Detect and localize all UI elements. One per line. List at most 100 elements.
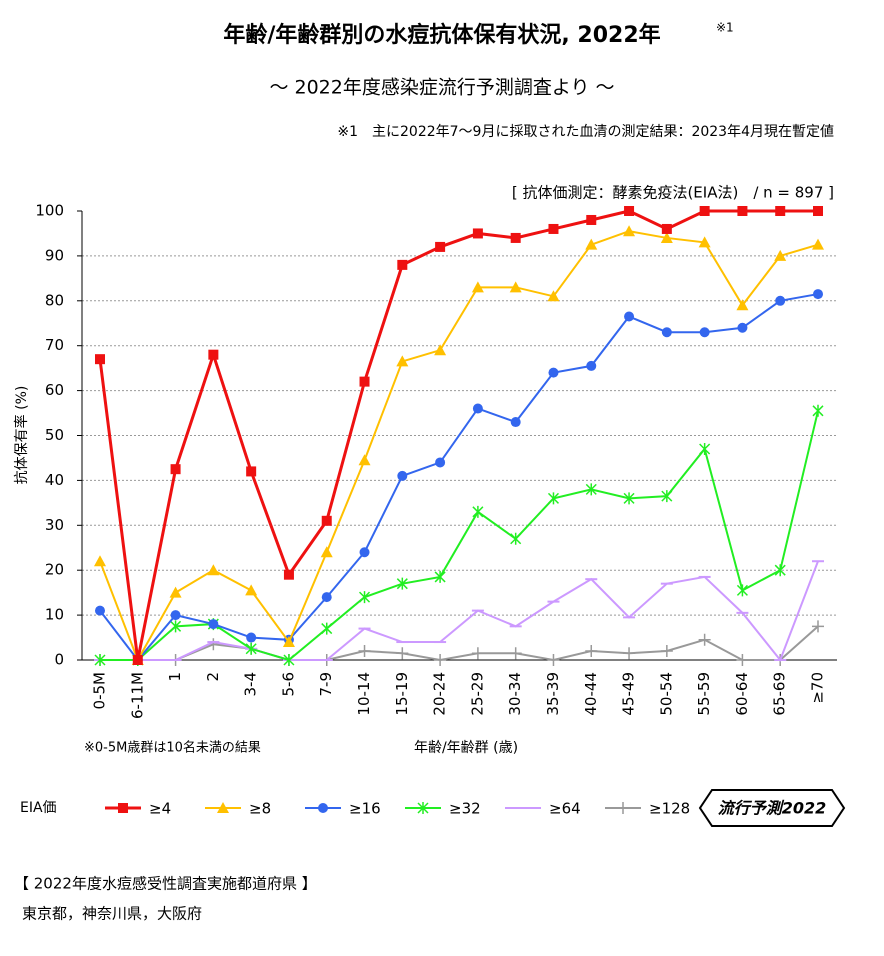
- data-point: [775, 206, 786, 216]
- data-point: [510, 532, 522, 545]
- data-point: [510, 417, 521, 428]
- data-point: [397, 259, 408, 270]
- data-point: [320, 546, 333, 558]
- data-point: [623, 492, 635, 505]
- chart-title: 年齢/年齢群別の水痘抗体保有状況, 2022年: [223, 22, 660, 48]
- data-point: [812, 620, 824, 633]
- data-point: [736, 654, 749, 666]
- footnote: ※0-5M歳群は10名未満の結果: [84, 740, 261, 756]
- data-point: [585, 238, 598, 250]
- legend-marker: [417, 802, 429, 814]
- data-point: [813, 206, 823, 216]
- y-tick-label: 50: [45, 426, 64, 444]
- data-point: [472, 228, 483, 239]
- x-tick-label: 25-29: [468, 672, 486, 716]
- data-point: [471, 647, 484, 660]
- series-line: [100, 560, 819, 662]
- x-tick-label: 35-39: [544, 672, 562, 716]
- data-point: [207, 564, 220, 576]
- x-tick-label: 55-59: [695, 672, 713, 716]
- data-point: [510, 232, 521, 243]
- data-point: [471, 281, 484, 293]
- data-point: [359, 547, 370, 558]
- x-tick-label: 15-19: [393, 672, 411, 716]
- y-tick-label: 0: [54, 651, 64, 669]
- data-point: [358, 591, 371, 604]
- legend-title: EIA価: [20, 800, 57, 816]
- data-point: [509, 647, 522, 660]
- data-point: [624, 311, 635, 322]
- legend-marker: [118, 803, 128, 813]
- x-tick-label: 20-24: [431, 672, 449, 716]
- data-point: [661, 223, 672, 234]
- data-point: [170, 610, 181, 621]
- data-point: [548, 367, 559, 378]
- data-point: [321, 515, 332, 526]
- data-point: [774, 249, 787, 261]
- x-tick-label: 7-9: [317, 672, 335, 697]
- data-point: [774, 564, 786, 577]
- data-point: [208, 349, 219, 360]
- data-point: [775, 295, 786, 306]
- data-point: [359, 376, 370, 387]
- data-point: [623, 225, 636, 237]
- x-tick-label: 45-49: [620, 672, 638, 716]
- data-point: [547, 492, 560, 505]
- x-tick-label: 5-6: [279, 672, 297, 697]
- y-tick-label: 10: [45, 606, 64, 624]
- x-tick-label: 40-44: [582, 672, 600, 716]
- data-point: [699, 206, 710, 216]
- y-tick-label: 30: [45, 516, 64, 534]
- data-point: [509, 281, 522, 293]
- legend-label: ≥16: [349, 800, 381, 818]
- data-point: [396, 647, 409, 660]
- x-tick-label: 2: [204, 672, 222, 682]
- data-point: [737, 322, 748, 333]
- legend-label: ≥8: [249, 800, 271, 818]
- data-point: [94, 654, 106, 666]
- data-point: [812, 238, 824, 250]
- series-line: [98, 209, 818, 661]
- data-point: [624, 206, 635, 216]
- data-point: [95, 354, 105, 365]
- data-point: [246, 466, 257, 477]
- data-point: [698, 633, 711, 646]
- data-point: [396, 577, 408, 590]
- x-axis-label: 年齢/年齢群 (歳): [414, 740, 518, 756]
- data-point: [660, 231, 673, 243]
- series-line: [100, 625, 819, 662]
- data-point: [283, 569, 294, 580]
- x-tick-label: 60-64: [733, 672, 751, 716]
- x-tick-label: 0-5M: [91, 672, 109, 709]
- data-point: [661, 327, 672, 338]
- y-tick-label: 20: [45, 561, 64, 579]
- data-point: [699, 327, 710, 338]
- legend-label: ≥128: [649, 800, 690, 818]
- y-tick-label: 90: [45, 246, 64, 264]
- method: [ 抗体価測定：酵素免疫法(EIA法) / n = 897 ]: [512, 184, 834, 202]
- y-tick-label: 70: [45, 336, 64, 354]
- x-tick-label: 1: [166, 672, 184, 682]
- data-point: [585, 483, 597, 496]
- data-point: [586, 360, 597, 371]
- data-point: [170, 620, 182, 633]
- x-tick-label: 65-69: [771, 672, 789, 716]
- legend-label: ≥64: [549, 800, 581, 818]
- x-tick-label: ≥70: [809, 672, 827, 704]
- series-line: [99, 293, 819, 662]
- data-point: [737, 206, 748, 216]
- data-point: [169, 586, 182, 598]
- data-point: [358, 454, 371, 466]
- data-point: [472, 505, 484, 518]
- data-point: [698, 236, 711, 248]
- data-point: [623, 647, 636, 660]
- data-point: [208, 619, 219, 630]
- data-point: [434, 654, 447, 666]
- footer-prefectures: 東京都，神奈川県，大阪府: [22, 905, 202, 923]
- data-point: [321, 622, 333, 635]
- data-point: [434, 570, 446, 583]
- data-point: [736, 584, 748, 597]
- data-point: [547, 654, 560, 666]
- y-tick-label: 60: [45, 381, 64, 399]
